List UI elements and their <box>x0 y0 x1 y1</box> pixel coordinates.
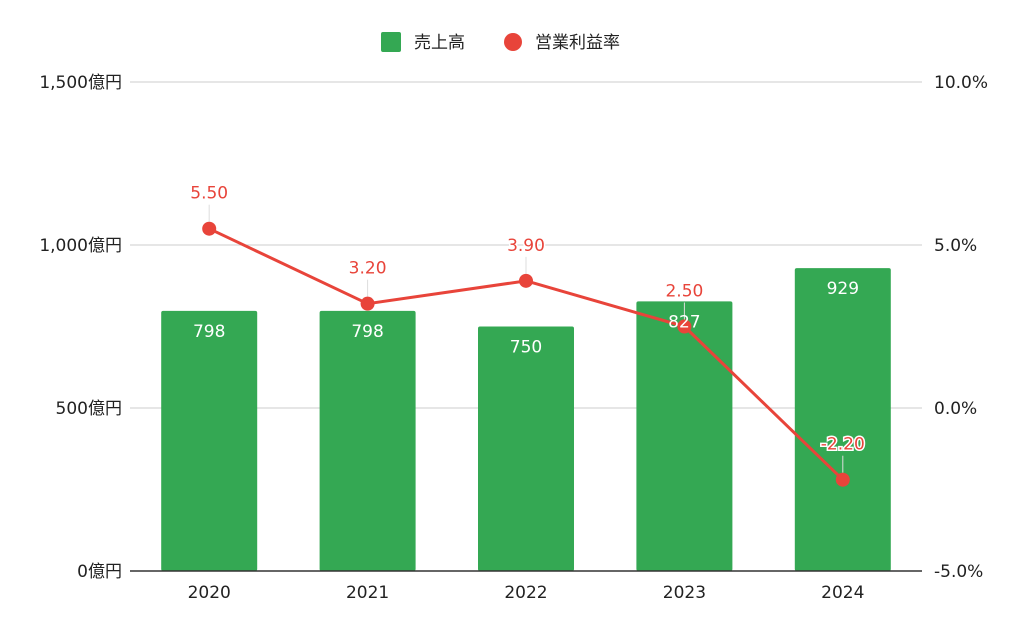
legend-label-bar: 売上高 <box>414 33 465 53</box>
line-point <box>835 472 850 487</box>
x-tick-label: 2022 <box>504 583 547 603</box>
right-tick-label: 10.0% <box>934 73 988 93</box>
right-tick-label: 0.0% <box>934 399 977 419</box>
bars-series <box>161 268 891 571</box>
bar <box>636 301 733 571</box>
left-tick-label: 0億円 <box>77 562 122 582</box>
point-value-label: -2.20 <box>821 435 865 455</box>
legend-swatch-line <box>504 33 522 51</box>
point-value-label: 3.20 <box>349 259 387 279</box>
bar <box>319 310 416 571</box>
bar <box>161 310 258 571</box>
bar <box>478 326 574 571</box>
point-value-label: 3.90 <box>507 236 545 256</box>
left-tick-label: 1,500億円 <box>39 73 122 93</box>
line-point <box>360 296 375 311</box>
bar <box>794 268 891 571</box>
right-tick-label: -5.0% <box>934 562 983 582</box>
line-point <box>677 319 692 334</box>
right-tick-label: 5.0% <box>934 236 977 256</box>
left-tick-label: 500億円 <box>56 399 122 419</box>
line-point <box>202 221 217 236</box>
legend: 売上高 営業利益率 <box>381 32 620 53</box>
point-value-label: 5.50 <box>190 184 228 204</box>
left-axis-ticks: 0億円 500億円 1,000億円 1,500億円 <box>39 73 122 582</box>
left-tick-label: 1,000億円 <box>39 236 122 256</box>
x-axis-ticks: 2020 2021 2022 2023 2024 <box>188 583 865 603</box>
bar-value-label: 827 <box>668 312 700 332</box>
bar-value-label: 750 <box>510 338 542 358</box>
x-tick-label: 2023 <box>663 583 706 603</box>
x-tick-label: 2020 <box>188 583 231 603</box>
line-point <box>519 273 533 288</box>
point-labels: 5.50 3.20 3.90 2.50 -2.20 <box>189 182 867 456</box>
x-tick-label: 2021 <box>346 583 389 603</box>
line-series <box>202 204 850 487</box>
bar-value-label: 798 <box>351 322 383 342</box>
legend-label-line: 営業利益率 <box>535 33 620 53</box>
bar-value-label: 929 <box>827 279 859 299</box>
bar-labels: 798 798 750 827 929 <box>193 279 859 357</box>
right-axis-ticks: -5.0% 0.0% 5.0% 10.0% <box>934 73 988 582</box>
point-value-label: 2.50 <box>665 282 703 302</box>
legend-swatch-bar <box>381 32 401 52</box>
bar-value-label: 798 <box>193 322 225 342</box>
x-tick-label: 2024 <box>821 583 864 603</box>
